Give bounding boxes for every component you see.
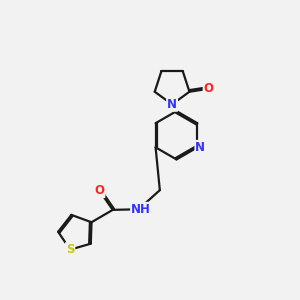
Text: S: S	[66, 243, 74, 256]
Text: NH: NH	[131, 203, 151, 216]
Text: N: N	[195, 141, 206, 154]
Text: O: O	[204, 82, 214, 95]
Text: N: N	[167, 98, 177, 111]
Text: O: O	[94, 184, 104, 197]
